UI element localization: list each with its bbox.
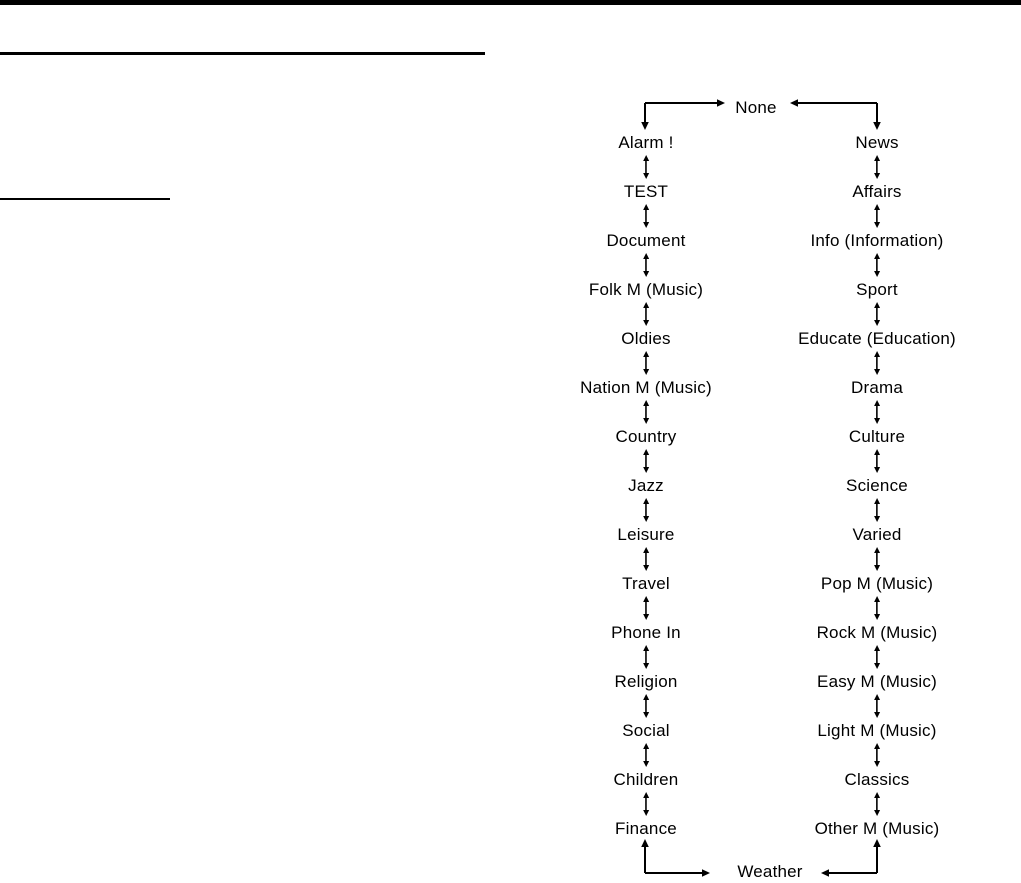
up-arrow-icon <box>873 839 881 847</box>
pty-item-label: Culture <box>848 427 906 446</box>
pty-item-label: Other M (Music) <box>814 819 940 838</box>
connector-finance-weather <box>641 839 710 877</box>
pty-item-label: TEST <box>623 182 669 201</box>
pty-item-label: Folk M (Music) <box>588 280 704 299</box>
up-down-arrow-icon <box>639 298 652 330</box>
subheader-underline-rule <box>0 198 170 200</box>
up-down-arrow-icon <box>639 543 652 575</box>
up-down-arrow-icon <box>871 200 883 232</box>
up-down-arrow-icon <box>871 739 883 771</box>
right-arrow-icon <box>702 869 710 877</box>
connector-none-alarm <box>641 99 725 130</box>
up-down-arrow-icon <box>871 298 883 330</box>
pty-item-label: Rock M (Music) <box>816 623 938 642</box>
up-down-arrow-icon <box>639 445 652 477</box>
up-down-arrow-icon <box>639 690 652 722</box>
up-down-arrow-icon <box>871 494 883 526</box>
page-top-rule <box>0 0 1021 5</box>
pty-item-label: Oldies <box>621 329 671 348</box>
pty-item-label: Phone In <box>611 623 681 642</box>
up-down-arrow-icon <box>871 249 883 281</box>
pty-item-label: Country <box>615 427 677 446</box>
left-arrow-icon <box>790 99 798 107</box>
pty-item-label: Light M (Music) <box>817 721 937 740</box>
pty-item-label: Classics <box>844 770 910 789</box>
down-arrow-icon <box>873 122 881 130</box>
up-down-arrow-icon <box>639 396 652 428</box>
pty-item-label: Easy M (Music) <box>817 672 937 691</box>
pty-item-label: Religion <box>614 672 678 691</box>
pty-right-column: News Affairs Info (Information) Sport Ed… <box>798 134 956 837</box>
pty-item-label: Children <box>613 770 679 789</box>
pty-item-label: Nation M (Music) <box>580 378 712 397</box>
up-down-arrow-icon <box>639 739 652 771</box>
connector-otherm-weather <box>821 839 881 877</box>
up-down-arrow-icon <box>639 641 652 673</box>
pty-item-label: Science <box>846 476 908 495</box>
up-down-arrow-icon <box>871 543 883 575</box>
pty-item-label: Sport <box>856 280 898 299</box>
pty-item-label: Affairs <box>852 182 902 201</box>
up-down-arrow-icon <box>871 641 883 673</box>
up-down-arrow-icon <box>639 788 652 820</box>
pty-node-none: None <box>735 98 777 117</box>
up-down-arrow-icon <box>639 347 652 379</box>
pty-item-label: News <box>855 133 899 152</box>
up-down-arrow-icon <box>871 788 883 820</box>
pty-item-label: Alarm ! <box>618 133 674 152</box>
up-down-arrow-icon <box>871 347 883 379</box>
pty-item-label: Finance <box>615 819 677 838</box>
pty-item-label: Leisure <box>617 525 675 544</box>
up-down-arrow-icon <box>639 151 652 183</box>
pty-item-label: Info (Information) <box>810 231 944 250</box>
up-down-arrow-icon <box>871 151 883 183</box>
down-arrow-icon <box>641 122 649 130</box>
up-down-arrow-icon <box>871 396 883 428</box>
pty-left-column: Alarm ! TEST Document Folk M (Music) Old… <box>580 134 712 837</box>
up-down-arrow-icon <box>639 592 652 624</box>
up-down-arrow-icon <box>871 445 883 477</box>
pty-item-label: Drama <box>850 378 903 397</box>
up-down-arrow-icon <box>639 249 652 281</box>
pty-item-label: Travel <box>622 574 670 593</box>
connector-none-news <box>790 99 881 130</box>
right-arrow-icon <box>717 99 725 107</box>
up-down-arrow-icon <box>639 200 652 232</box>
pty-item-label: Document <box>606 231 686 250</box>
header-underline-rule <box>0 52 485 55</box>
left-arrow-icon <box>821 869 829 877</box>
up-down-arrow-icon <box>639 494 652 526</box>
up-down-arrow-icon <box>871 690 883 722</box>
pty-item-label: Pop M (Music) <box>820 574 934 593</box>
pty-item-label: Jazz <box>628 476 664 495</box>
pty-item-label: Educate (Education) <box>798 329 956 348</box>
up-arrow-icon <box>641 839 649 847</box>
up-down-arrow-icon <box>871 592 883 624</box>
pty-item-label: Social <box>622 721 670 740</box>
pty-item-label: Varied <box>852 525 902 544</box>
pty-node-weather: Weather <box>737 862 803 881</box>
